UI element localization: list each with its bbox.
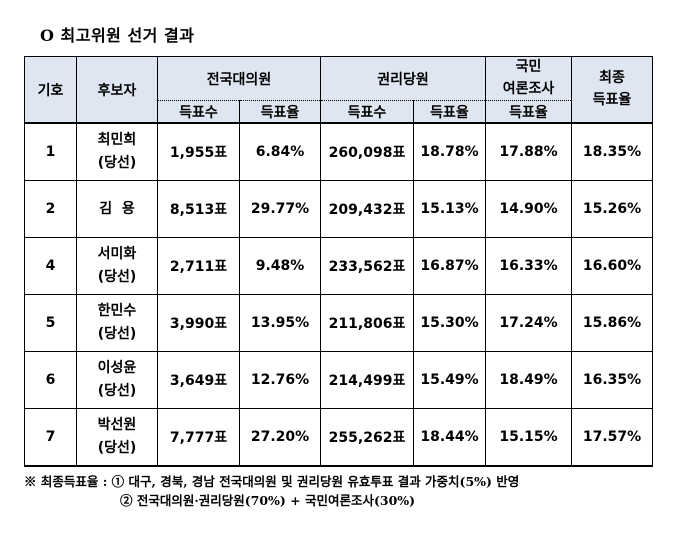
candidate-name: 최민희 (97, 132, 137, 149)
cell-delegates-rate: 9.48% (239, 237, 321, 296)
header-final-line2: 득표율 (592, 91, 632, 108)
cell-members-rate: 15.49% (413, 351, 486, 410)
cell-poll-rate: 17.24% (485, 294, 572, 353)
candidate-status: (당선) (97, 269, 137, 286)
table-row: 5 한민수 (당선) 3,990표 13.95% 211,806표 15.30% … (24, 294, 653, 353)
header-poll-rate: 득표율 (485, 100, 572, 124)
cell-number: 2 (24, 180, 77, 239)
cell-candidate: 김 용 (76, 180, 158, 239)
cell-poll-rate: 15.15% (485, 408, 572, 467)
cell-delegates-votes: 3,649표 (157, 351, 240, 410)
cell-members-votes: 209,432표 (320, 180, 414, 239)
table-row: 1 최민희 (당선) 1,955표 6.84% 260,098표 18.78% 1… (24, 122, 653, 182)
candidate-name: 김 용 (99, 200, 135, 217)
candidate-name: 이성윤 (97, 360, 137, 377)
cell-final-rate: 18.35% (571, 122, 653, 182)
cell-final-rate: 16.60% (571, 237, 653, 296)
cell-members-rate: 18.44% (413, 408, 486, 467)
table-row: 6 이성윤 (당선) 3,649표 12.76% 214,499표 15.49% … (24, 351, 653, 410)
cell-number: 6 (24, 351, 77, 410)
cell-delegates-rate: 27.20% (239, 408, 321, 467)
cell-poll-rate: 16.33% (485, 237, 572, 296)
header-members-rate: 득표율 (413, 100, 486, 124)
header-delegates-votes: 득표수 (157, 100, 240, 124)
candidate-status: (당선) (97, 383, 137, 400)
cell-delegates-votes: 2,711표 (157, 237, 240, 296)
cell-poll-rate: 17.88% (485, 122, 572, 182)
cell-delegates-votes: 3,990표 (157, 294, 240, 353)
footnote-line-1: ※ 최종득표율 : ① 대구, 경북, 경남 전국대의원 및 권리당원 유효투표… (24, 474, 520, 489)
cell-members-votes: 233,562표 (320, 237, 414, 296)
header-final-line1: 최종 (599, 70, 625, 86)
cell-number: 7 (24, 408, 77, 467)
cell-members-votes: 214,499표 (320, 351, 414, 410)
cell-final-rate: 15.26% (571, 180, 653, 239)
cell-final-rate: 15.86% (571, 294, 653, 353)
table-row: 4 서미화 (당선) 2,711표 9.48% 233,562표 16.87% 1… (24, 237, 653, 296)
candidate-name: 서미화 (97, 246, 137, 263)
candidate-name: 박선원 (97, 417, 137, 434)
cell-poll-rate: 18.49% (485, 351, 572, 410)
header-poll-line1: 국민 (515, 59, 542, 75)
header-delegates-rate: 득표율 (239, 100, 321, 124)
header-poll-line2: 여론조사 (502, 80, 555, 97)
cell-members-votes: 255,262표 (320, 408, 414, 467)
header-party-members: 권리당원 (320, 55, 486, 102)
cell-candidate: 이성윤 (당선) (76, 351, 158, 410)
cell-final-rate: 16.35% (571, 351, 653, 410)
cell-members-votes: 260,098표 (320, 122, 414, 182)
cell-final-rate: 17.57% (571, 408, 653, 467)
cell-members-rate: 16.87% (413, 237, 486, 296)
candidate-status: (당선) (97, 326, 137, 343)
cell-candidate: 한민수 (당선) (76, 294, 158, 353)
cell-delegates-rate: 29.77% (239, 180, 321, 239)
cell-members-rate: 18.78% (413, 122, 486, 182)
cell-poll-rate: 14.90% (485, 180, 572, 239)
cell-candidate: 박선원 (당선) (76, 408, 158, 467)
cell-candidate: 최민희 (당선) (76, 122, 158, 182)
cell-number: 5 (24, 294, 77, 353)
header-delegates: 전국대의원 (157, 55, 321, 102)
cell-members-rate: 15.13% (413, 180, 486, 239)
cell-delegates-rate: 13.95% (239, 294, 321, 353)
cell-number: 1 (24, 122, 77, 182)
cell-delegates-votes: 7,777표 (157, 408, 240, 467)
cell-candidate: 서미화 (당선) (76, 237, 158, 296)
page-title: O 최고위원 선거 결과 (40, 26, 195, 45)
footnote-line-2: ② 전국대의원·권리당원(70%) + 국민여론조사(30%) (120, 493, 416, 508)
header-candidate: 후보자 (76, 56, 158, 124)
header-members-votes: 득표수 (320, 100, 414, 124)
cell-delegates-votes: 1,955표 (157, 122, 240, 182)
table-row: 7 박선원 (당선) 7,777표 27.20% 255,262표 18.44% … (24, 408, 653, 467)
cell-delegates-rate: 6.84% (239, 122, 321, 182)
candidate-status: (당선) (97, 440, 137, 457)
cell-delegates-rate: 12.76% (239, 351, 321, 410)
candidate-status: (당선) (97, 155, 137, 172)
cell-members-votes: 211,806표 (320, 294, 414, 353)
cell-delegates-votes: 8,513표 (157, 180, 240, 239)
header-number: 기호 (24, 56, 77, 124)
cell-members-rate: 15.30% (413, 294, 486, 353)
cell-number: 4 (24, 237, 77, 296)
candidate-name: 한민수 (97, 303, 137, 320)
table-row: 2 김 용 8,513표 29.77% 209,432표 15.13% 14.9… (24, 180, 653, 239)
